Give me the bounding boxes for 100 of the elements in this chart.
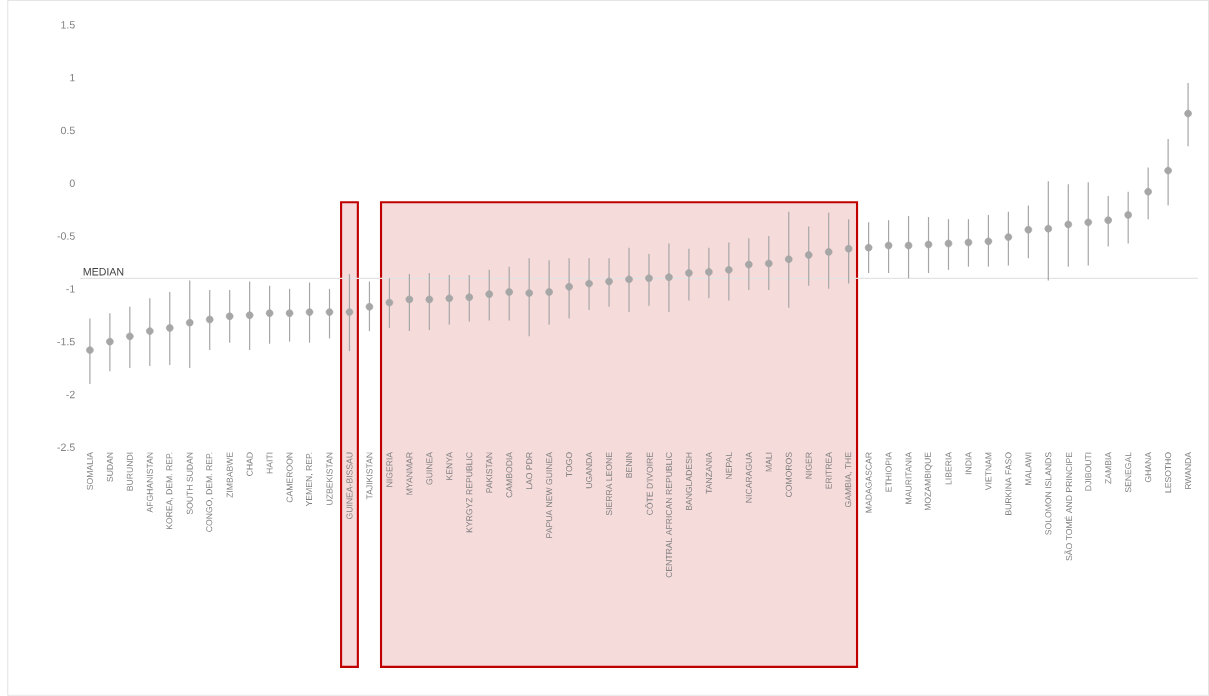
x-tick-label: AFGHANISTAN <box>146 452 153 513</box>
x-tick-label: UGANDA <box>586 452 593 489</box>
point <box>864 244 873 252</box>
point <box>1084 218 1093 227</box>
point <box>86 346 94 354</box>
x-tick-label: PAPUA NEW GUINEA <box>546 452 553 538</box>
x-tick-label: ETHIOPIA <box>885 452 892 492</box>
x-tick-label: TAJIKISTAN <box>366 452 373 500</box>
point <box>765 259 773 268</box>
x-tick-label: GHANA <box>1145 452 1152 483</box>
point <box>146 327 154 335</box>
point <box>725 266 733 274</box>
x-tick-label: NICARAGUA <box>745 452 752 503</box>
point <box>904 241 913 250</box>
point <box>964 238 973 247</box>
point <box>824 248 833 256</box>
x-tick-label: BURUNDI <box>126 452 133 491</box>
x-tick-label: SOMALIA <box>86 452 93 490</box>
y-tick-label: 1.5 <box>61 21 75 29</box>
point <box>385 298 394 307</box>
x-tick-label: NIGERIA <box>386 452 393 487</box>
x-tick-label: CONGO, DEM. REP. <box>206 452 214 532</box>
x-tick-label: CAMEROON <box>286 452 293 503</box>
point <box>245 311 254 320</box>
x-tick-label: GUINEA <box>426 452 433 485</box>
point <box>365 303 374 311</box>
x-tick-label: MOZAMBIQUE <box>924 452 933 511</box>
x-tick-label: SUDAN <box>106 452 113 482</box>
point <box>565 283 573 291</box>
point <box>225 312 234 321</box>
point <box>705 268 713 276</box>
x-tick-label: COMOROS <box>785 452 792 498</box>
point <box>285 309 294 318</box>
point <box>485 290 494 299</box>
x-tick-label: BURKINA FASO <box>1005 452 1012 516</box>
point <box>265 309 274 318</box>
point <box>1184 109 1192 118</box>
y-tick-label: -1 <box>66 285 75 293</box>
point <box>1164 166 1172 175</box>
x-tick-label: BENIN <box>626 452 632 478</box>
y-tick-label: -2.5 <box>57 443 75 452</box>
x-tick-label: CAMBODIA <box>506 452 513 498</box>
point <box>166 324 174 332</box>
point <box>1064 220 1073 229</box>
point <box>425 295 434 304</box>
x-tick-label: PAKISTAN <box>486 452 493 493</box>
ref-line-label: MEDIAN <box>83 268 124 276</box>
point <box>325 308 334 316</box>
y-tick-label: -1.5 <box>57 338 75 346</box>
x-tick-label: RWANDA <box>1185 452 1192 490</box>
point <box>525 289 533 297</box>
x-tick-label: ZAMBIA <box>1105 452 1112 484</box>
point <box>645 274 653 283</box>
point <box>665 273 673 282</box>
x-tick-label: UZBEKISTAN <box>326 452 333 505</box>
x-tick-label: NIGER <box>805 452 812 479</box>
point <box>505 288 513 296</box>
x-tick-label: MALI <box>765 452 772 472</box>
x-tick-label: NEPAL <box>725 452 732 479</box>
x-tick-label: TANZANIA <box>705 452 712 494</box>
y-tick-label: 1 <box>70 74 75 82</box>
x-tick-label: SÃO TOMÉ AND PRINCIPE <box>1064 452 1073 561</box>
point <box>1044 225 1053 233</box>
point <box>884 241 893 250</box>
point <box>924 240 933 249</box>
x-tick-label: LIBERIA <box>945 452 952 485</box>
x-tick-label: ERITREA <box>825 452 832 489</box>
point <box>126 332 134 341</box>
point <box>305 308 314 316</box>
point <box>625 275 633 284</box>
point <box>205 315 214 324</box>
point <box>465 293 474 302</box>
x-tick-label: CÔTE D'IVOIRE <box>645 452 653 516</box>
point <box>984 237 993 246</box>
point <box>545 288 553 296</box>
point <box>405 295 414 304</box>
point <box>345 308 354 316</box>
x-tick-label: BANGLADESH <box>685 452 692 511</box>
x-tick-label: SENEGAL <box>1125 452 1132 493</box>
y-tick-label: -0.5 <box>57 232 75 240</box>
point <box>1144 188 1152 196</box>
x-tick-label: CHAD <box>246 452 253 477</box>
x-tick-label: MAURITANIA <box>905 452 912 504</box>
point <box>605 277 613 286</box>
x-tick-label: LESOTHO <box>1165 452 1172 493</box>
x-tick-label: SOUTH SUDAN <box>186 452 193 515</box>
point <box>685 269 693 277</box>
point <box>106 338 114 346</box>
x-tick-label: HAITI <box>266 452 273 474</box>
x-tick-label: KOREA, DEM. REP. <box>166 452 174 530</box>
point <box>1124 211 1132 219</box>
point <box>185 319 194 327</box>
y-tick-label: 0.5 <box>60 126 75 135</box>
x-tick-label: GUINEA-BISSAU <box>346 452 353 520</box>
x-tick-label: LAO PDR <box>526 452 533 490</box>
point <box>804 251 813 259</box>
x-tick-label: YEMEN, REP. <box>306 452 314 507</box>
point <box>784 255 793 264</box>
x-tick-label: MYANMAR <box>406 452 413 495</box>
x-tick-label: GAMBIA, THE <box>845 452 853 508</box>
